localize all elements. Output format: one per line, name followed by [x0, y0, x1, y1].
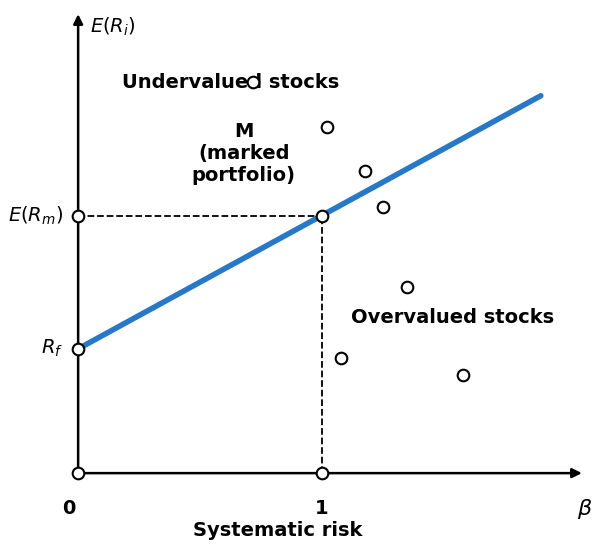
Point: [458, 371, 467, 380]
Point: [337, 353, 346, 362]
Text: M
(marked
portfolio): M (marked portfolio): [192, 122, 296, 185]
Point: [317, 211, 326, 220]
Text: Systematic risk: Systematic risk: [193, 521, 362, 540]
Point: [73, 469, 83, 478]
Point: [317, 469, 326, 478]
Point: [378, 202, 388, 211]
Text: Overvalued stocks: Overvalued stocks: [351, 308, 554, 327]
Text: $E(R_i)$: $E(R_i)$: [91, 16, 136, 38]
Point: [73, 211, 83, 220]
Point: [402, 282, 412, 291]
Text: 1: 1: [315, 499, 328, 518]
Point: [322, 122, 331, 131]
Text: Undervalued stocks: Undervalued stocks: [122, 73, 339, 92]
Point: [361, 167, 370, 176]
Text: $\beta$: $\beta$: [577, 497, 592, 521]
Point: [73, 344, 83, 353]
Text: $R_f$: $R_f$: [41, 338, 64, 360]
Point: [248, 78, 258, 87]
Text: $E(R_m)$: $E(R_m)$: [8, 204, 64, 227]
Text: 0: 0: [62, 499, 75, 518]
